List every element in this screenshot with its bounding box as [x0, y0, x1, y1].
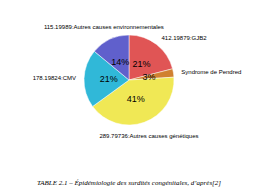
svg-text:412.19879:GJB2: 412.19879:GJB2: [161, 35, 207, 41]
svg-text:14%: 14%: [111, 57, 129, 67]
svg-text:115.19989:Autres causes enviro: 115.19989:Autres causes environnementale…: [44, 24, 164, 30]
svg-text:Syndrome de Pendred: Syndrome de Pendred: [181, 69, 241, 75]
svg-text:3%: 3%: [142, 72, 155, 82]
html-text:TABLE 2.1 – Épidémiologie des: TABLE 2.1 – Épidémiologie des surdités c…: [36, 179, 222, 187]
svg-text:289.79736:Autres causes généti: 289.79736:Autres causes génétiques: [99, 133, 198, 139]
svg-text:21%: 21%: [100, 74, 118, 84]
svg-text:178.19824:CMV: 178.19824:CMV: [33, 75, 76, 81]
svg-text:41%: 41%: [127, 94, 145, 104]
svg-text:21%: 21%: [132, 59, 150, 69]
